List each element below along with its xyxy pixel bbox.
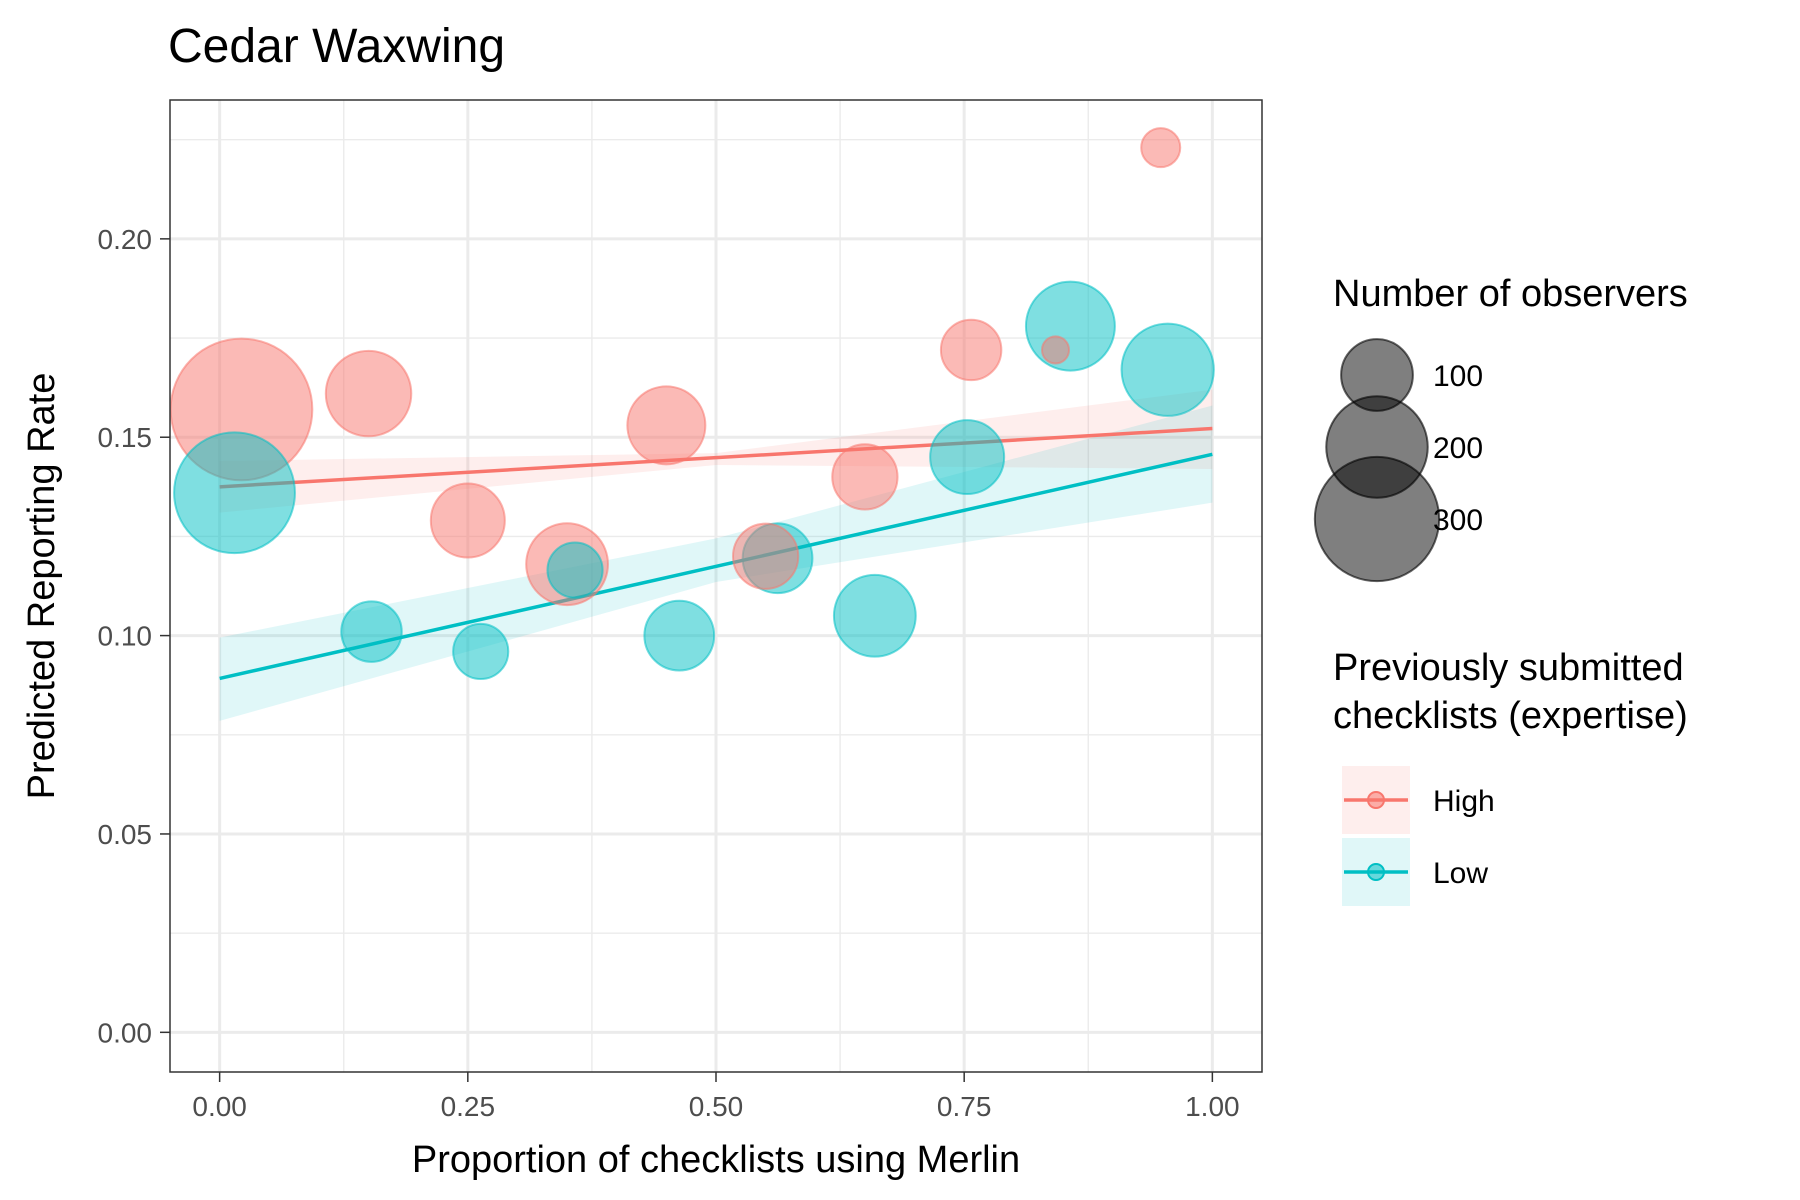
color-legend-point bbox=[1367, 863, 1385, 881]
size-legend-title: Number of observers bbox=[1333, 273, 1688, 315]
data-point-low bbox=[643, 599, 716, 672]
y-axis-title: Predicted Reporting Rate bbox=[21, 373, 63, 800]
size-legend-key bbox=[1313, 455, 1441, 583]
color-legend-label: Low bbox=[1433, 857, 1488, 890]
size-legend-label: 200 bbox=[1433, 432, 1483, 465]
data-point-low bbox=[929, 419, 1006, 496]
size-legend-label: 100 bbox=[1433, 360, 1483, 393]
y-tick-label: 0.05 bbox=[98, 819, 153, 850]
x-tick-label: 1.00 bbox=[1185, 1091, 1240, 1122]
data-point-high bbox=[429, 482, 506, 559]
data-point-low bbox=[340, 600, 403, 663]
size-legend-label: 300 bbox=[1433, 504, 1483, 537]
data-points bbox=[169, 127, 1215, 681]
size-legend-keys: 100 200 300 bbox=[1313, 338, 1483, 583]
data-point-high bbox=[831, 443, 899, 511]
color-legend-point bbox=[1367, 791, 1385, 809]
data-point-high bbox=[1140, 127, 1182, 169]
y-tick-label: 0.00 bbox=[98, 1017, 153, 1048]
x-axis-title: Proportion of checklists using Merlin bbox=[412, 1139, 1020, 1181]
y-tick-label: 0.10 bbox=[98, 621, 153, 652]
y-axis-ticks: 0.00 0.05 0.10 0.15 0.20 bbox=[98, 224, 170, 1048]
color-legend-title-line-1: Previously submitted bbox=[1333, 647, 1684, 689]
chart-title: Cedar Waxwing bbox=[168, 20, 505, 73]
data-point-low bbox=[832, 573, 917, 658]
color-legend-keys: High Low bbox=[1342, 766, 1495, 906]
y-tick-label: 0.15 bbox=[98, 422, 153, 453]
y-tick-label: 0.20 bbox=[98, 224, 153, 255]
confidence-band-high bbox=[219, 389, 1213, 513]
data-point-low bbox=[452, 622, 510, 681]
x-axis-ticks: 0.00 0.25 0.50 0.75 1.00 bbox=[192, 1072, 1240, 1122]
data-point-high bbox=[1041, 335, 1071, 365]
data-point-high bbox=[324, 349, 413, 438]
data-point-low bbox=[1024, 280, 1116, 372]
color-legend: Previously submitted checklists (experti… bbox=[1333, 647, 1688, 906]
data-point-high bbox=[939, 318, 1003, 382]
data-point-high bbox=[732, 522, 800, 590]
data-point-low bbox=[546, 541, 604, 599]
data-point-high bbox=[626, 385, 707, 466]
x-tick-label: 0.75 bbox=[937, 1091, 992, 1122]
data-point-low bbox=[173, 431, 296, 555]
trend-line-high bbox=[219, 426, 1213, 489]
size-legend: Number of observers 100 200 300 bbox=[1313, 273, 1688, 583]
x-tick-label: 0.00 bbox=[192, 1091, 247, 1122]
x-tick-label: 0.25 bbox=[441, 1091, 496, 1122]
data-point-low bbox=[1120, 322, 1215, 417]
grid bbox=[170, 100, 1262, 1072]
x-tick-label: 0.50 bbox=[689, 1091, 744, 1122]
color-legend-label: High bbox=[1433, 785, 1495, 818]
color-legend-title-line-2: checklists (expertise) bbox=[1333, 695, 1688, 737]
